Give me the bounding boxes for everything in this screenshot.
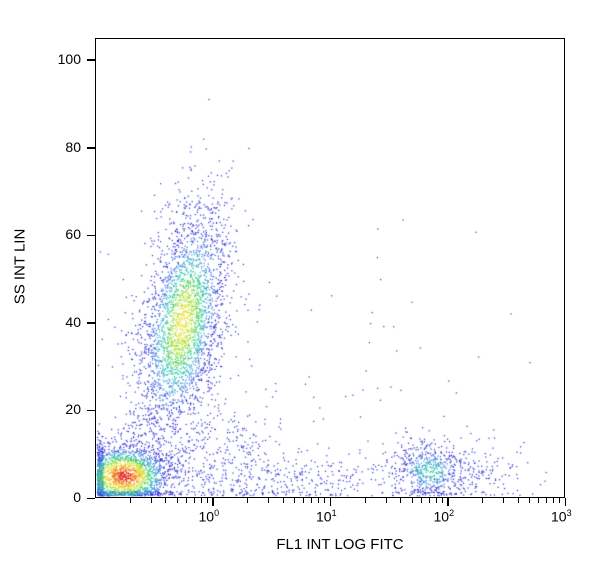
plot-border [95,38,565,498]
y-axis-label: SS INT LIN [12,207,29,327]
flow-cytometry-scatter: SS INT LIN FL1 INT LOG FITC 020406080100… [0,0,600,585]
x-axis-label: FL1 INT LOG FITC [230,536,450,553]
